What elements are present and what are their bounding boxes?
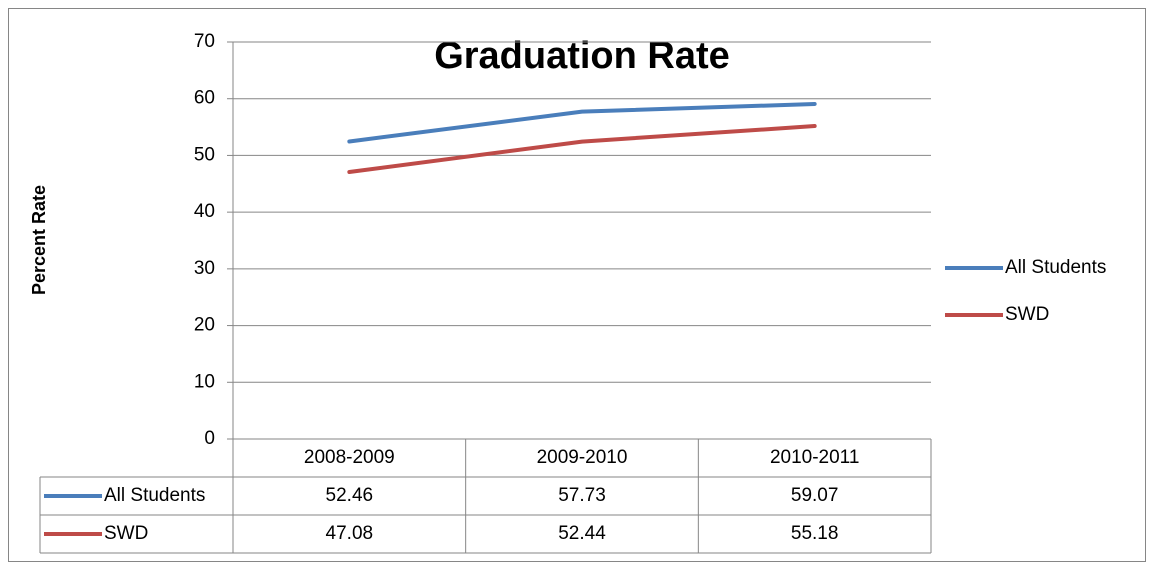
table-value: 55.18: [791, 523, 839, 544]
table-category: 2009-2010: [537, 447, 628, 468]
y-tick-label: 10: [194, 371, 215, 392]
legend-label: All Students: [1005, 257, 1106, 278]
y-tick-label: 50: [194, 144, 215, 165]
chart-border: [8, 8, 1146, 562]
table-value: 59.07: [791, 485, 839, 506]
y-tick-label: 0: [204, 428, 215, 449]
table-value: 52.46: [326, 485, 374, 506]
y-tick-label: 70: [194, 31, 215, 52]
table-value: 52.44: [558, 523, 606, 544]
y-axis-title: Percent Rate: [29, 185, 49, 295]
table-series-name: SWD: [104, 523, 148, 544]
series-line: [347, 124, 817, 174]
table-category: 2008-2009: [304, 447, 395, 468]
legend-label: SWD: [1005, 304, 1049, 325]
y-tick-label: 40: [194, 201, 215, 222]
table-series-name: All Students: [104, 485, 205, 506]
table-value: 47.08: [326, 523, 374, 544]
series-line: [347, 101, 817, 144]
chart-title: Graduation Rate: [434, 35, 730, 77]
table-value: 57.73: [558, 485, 606, 506]
y-tick-label: 60: [194, 88, 215, 109]
table-category: 2010-2011: [770, 447, 859, 468]
y-tick-label: 20: [194, 315, 215, 336]
y-tick-label: 30: [194, 258, 215, 279]
